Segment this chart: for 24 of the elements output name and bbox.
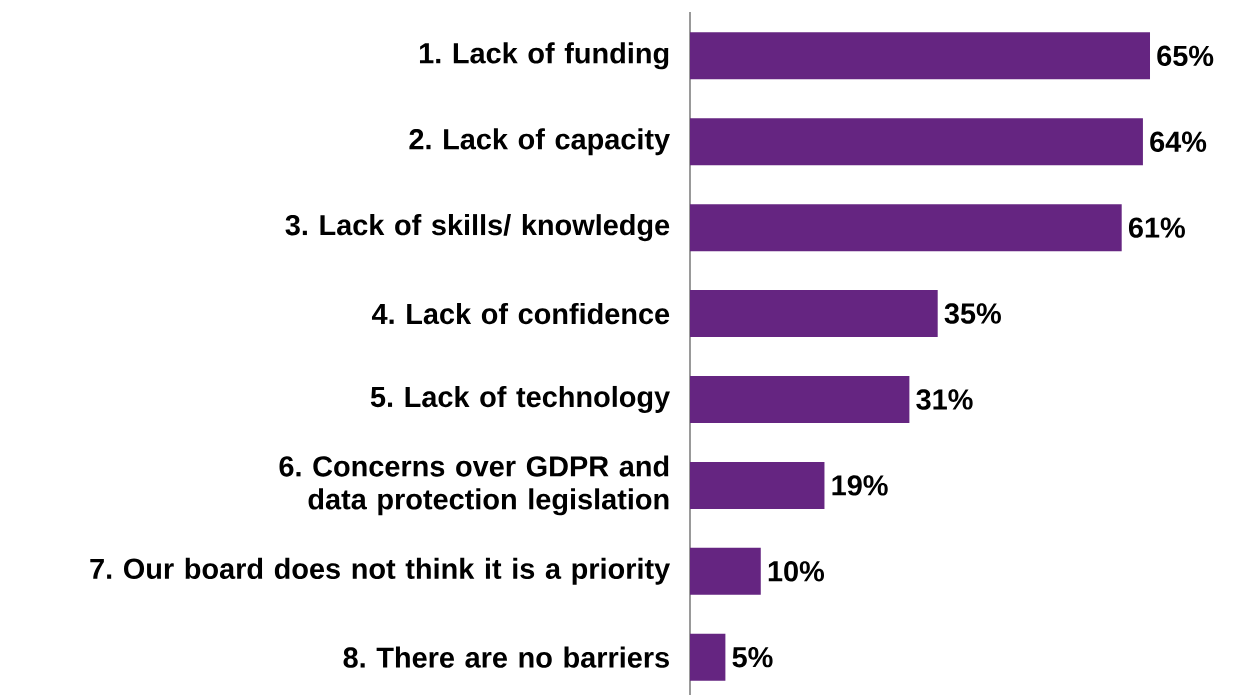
data-label: 31% bbox=[916, 389, 973, 410]
y-tick-label: 4. Lack of confidence bbox=[371, 302, 670, 325]
bar bbox=[690, 633, 726, 681]
bar bbox=[690, 204, 1122, 252]
y-tick-label: 2. Lack of capacity bbox=[409, 128, 670, 156]
data-label: 10% bbox=[768, 561, 825, 582]
bar bbox=[690, 290, 938, 338]
bar bbox=[690, 461, 825, 509]
y-tick-label: 6. Concerns over GDPR and data protection legislation bbox=[279, 455, 669, 516]
bar bbox=[690, 375, 910, 423]
y-tick-label: 5. Lack of technology bbox=[370, 385, 670, 413]
data-label: 5% bbox=[732, 647, 773, 668]
data-label: 61% bbox=[1128, 217, 1185, 238]
data-label: 65% bbox=[1157, 45, 1214, 67]
bar bbox=[690, 547, 761, 595]
bar bbox=[690, 118, 1143, 166]
data-label: 64% bbox=[1150, 131, 1207, 152]
bar bbox=[690, 32, 1150, 80]
data-label: 19% bbox=[832, 475, 888, 496]
y-tick-label: 3. Lack of skills/ knowledge bbox=[285, 214, 670, 242]
data-label: 35% bbox=[944, 303, 1001, 324]
y-tick-label: 1. Lack of funding bbox=[419, 42, 669, 70]
y-tick-label: 7. Our board does not think it is a priority bbox=[90, 557, 671, 585]
y-tick-label: 8. There are no barriers bbox=[343, 646, 669, 668]
